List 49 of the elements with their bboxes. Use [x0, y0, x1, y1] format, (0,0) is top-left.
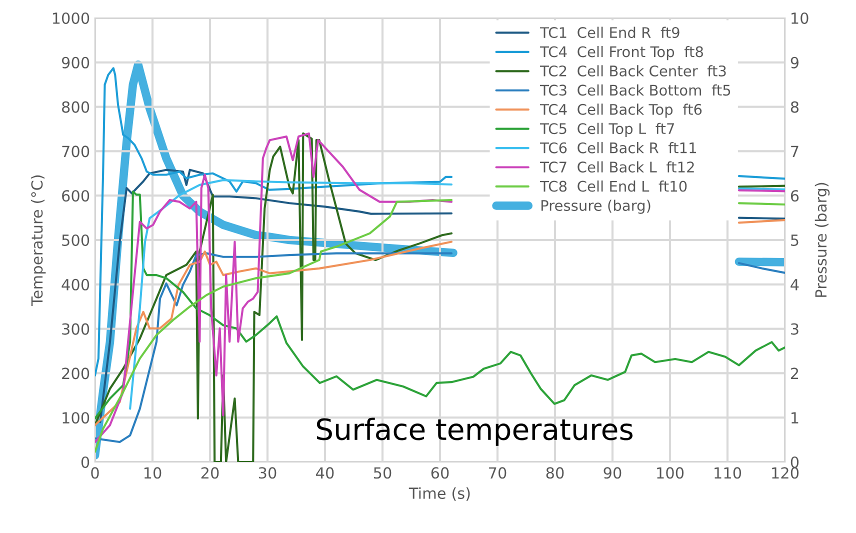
x-tick-label: 60	[431, 467, 449, 479]
y-tick-label: 400	[62, 278, 90, 290]
y2-tick-label: 5	[791, 234, 798, 246]
legend-label: TC2 Cell Back Center ft3	[540, 65, 726, 76]
y-tick-label: 1000	[52, 12, 90, 24]
y-tick-label: 100	[62, 412, 90, 424]
x-tick-label: 80	[546, 467, 564, 479]
y-tick-label: 700	[62, 146, 90, 158]
y2-tick-label: 0	[790, 456, 799, 468]
x-tick-label: 0	[91, 467, 99, 479]
y-tick-label: 500	[62, 234, 90, 246]
x-tick-label: 120	[772, 467, 799, 479]
y-tick-label: 800	[62, 101, 90, 113]
y2-tick-label: 3	[791, 323, 798, 335]
legend-label: TC1 Cell End R ft9	[540, 26, 680, 38]
y2-tick-label: 8	[790, 101, 799, 113]
legend-label: Pressure (barg)	[541, 200, 650, 214]
legend-label: TC4 Cell Back Top ft6	[540, 104, 702, 118]
legend-label: TC7 Cell Back L ft12	[540, 161, 694, 173]
y-tick-label: 200	[62, 368, 90, 380]
y2-tick-label: 9	[790, 56, 799, 68]
legend-label: TC4 Cell Front Top ft8	[540, 46, 703, 60]
x-tick-label: 90	[604, 467, 622, 479]
y-tick-label: 300	[62, 323, 90, 335]
x-tick-label: 70	[489, 467, 506, 479]
y-tick-label: 900	[62, 56, 90, 68]
legend-label: TC8 Cell End L ft10	[540, 180, 687, 192]
x-tick-label: 10	[144, 467, 162, 479]
x-tick-label: 110	[714, 467, 742, 479]
x-axis-title: Time (s)	[408, 487, 470, 501]
x-tick-label: 100	[657, 467, 684, 479]
x-tick-label: 20	[201, 467, 219, 479]
y-tick-label: 600	[62, 190, 90, 202]
y2-tick-label: 10	[792, 12, 808, 24]
x-tick-label: 50	[374, 467, 392, 479]
y2-tick-label: 1	[792, 412, 798, 424]
y2-tick-label: 2	[790, 368, 798, 380]
y-tick-label: 0	[81, 456, 90, 468]
x-tick-label: 40	[316, 467, 334, 479]
annotation: Surface temperatures	[316, 418, 633, 446]
x-tick-label: 30	[258, 467, 276, 479]
legend-label: TC6 Cell Back R ft11	[540, 142, 696, 154]
y2-tick-label: 7	[791, 146, 798, 158]
y-axis-title: Temperature (°C)	[30, 175, 46, 306]
y2-tick-label: 4	[790, 279, 799, 290]
legend-label: TC5 Cell Top L ft7	[540, 122, 674, 137]
y2-axis-title: Pressure (barg)	[814, 182, 830, 297]
legend-label: TC3 Cell Back Bottom ft5	[540, 84, 730, 96]
y2-tick-label: 6	[790, 190, 799, 202]
